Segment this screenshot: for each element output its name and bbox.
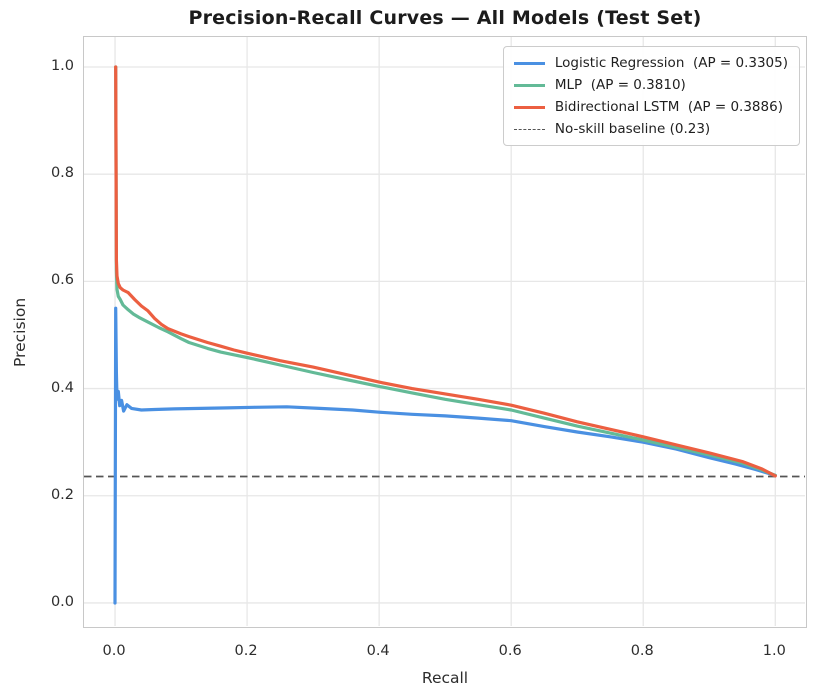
pr-curve-mlp	[114, 65, 777, 477]
legend-line-swatch-blue	[513, 61, 545, 65]
pr-curve-bidirectional-lstm	[114, 65, 777, 478]
legend: Logistic Regression (AP = 0.3305) MLP (A…	[502, 46, 800, 146]
legend-label: Logistic Regression (AP = 0.3305)	[554, 55, 788, 71]
legend-line-swatch-red	[513, 105, 545, 109]
x-tick-label: 0.0	[102, 643, 126, 659]
legend-entry-logistic-regression: Logistic Regression (AP = 0.3305)	[513, 55, 788, 71]
y-tick-label: 0.6	[50, 272, 74, 289]
legend-entry-mlp: MLP (AP = 0.3810)	[513, 77, 788, 93]
legend-line-swatch-green	[513, 83, 545, 87]
y-axis-label: Precision	[11, 297, 29, 367]
x-tick-label: 1.0	[762, 643, 786, 659]
legend-entry-no-skill-baseline: No-skill baseline (0.23)	[513, 121, 788, 137]
legend-entry-bidirectional-lstm: Bidirectional LSTM (AP = 0.3886)	[513, 99, 788, 115]
x-tick-label: 0.2	[234, 643, 258, 659]
legend-label: MLP (AP = 0.3810)	[554, 77, 686, 93]
legend-label: Bidirectional LSTM (AP = 0.3886)	[554, 99, 783, 115]
x-tick-label: 0.4	[366, 643, 390, 659]
pr-curve-logistic-regression	[113, 306, 777, 605]
y-tick-label: 0.2	[50, 486, 74, 503]
chart-title: Precision-Recall Curves — All Models (Te…	[188, 7, 702, 29]
x-tick-label: 0.8	[630, 643, 654, 659]
y-tick-label: 0.0	[50, 593, 74, 610]
legend-dashed-swatch	[513, 128, 545, 130]
x-axis-label: Recall	[421, 669, 469, 687]
y-tick-label: 0.8	[50, 165, 74, 182]
y-tick-label: 1.0	[50, 58, 74, 74]
legend-label: No-skill baseline (0.23)	[554, 121, 711, 137]
plot-canvas	[84, 37, 805, 626]
x-tick-label: 0.6	[498, 643, 522, 659]
y-tick-label: 0.4	[50, 379, 74, 396]
